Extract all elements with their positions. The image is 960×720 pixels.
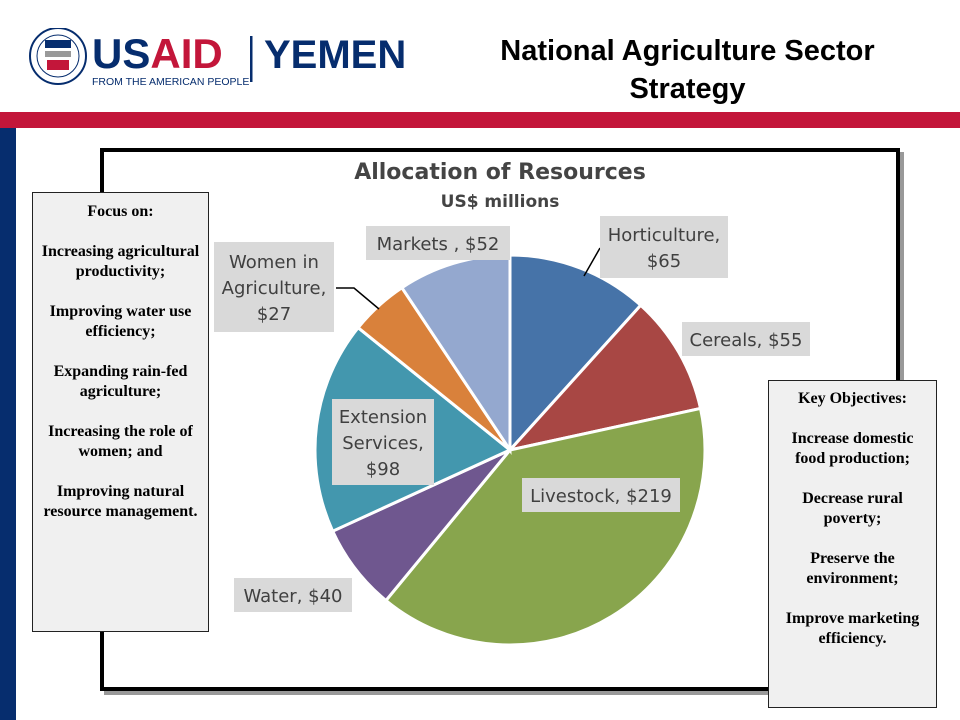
page-title: National Agriculture Sector Strategy [500, 35, 875, 105]
focus-heading: Focus on: [87, 203, 154, 220]
data-label: $65 [647, 251, 681, 272]
blue-stripe [0, 128, 16, 720]
pie-chart: Allocation of Resources US$ millions Hor… [214, 160, 810, 647]
usaid-yemen-logo: USAID FROM THE AMERICAN PEOPLE YEMEN [29, 28, 406, 88]
chart-title: Allocation of Resources [354, 160, 646, 185]
data-label: Horticulture, [608, 225, 721, 246]
data-label: Livestock, $219 [530, 486, 672, 507]
pie-slice-horticulture [508, 253, 643, 454]
header: USAID FROM THE AMERICAN PEOPLE YEMEN Nat… [0, 0, 960, 112]
focus-item: Increasing the role of women; and [48, 423, 193, 460]
pie-slice-cereals [505, 303, 703, 453]
data-label-box [332, 399, 434, 485]
leader-line [583, 247, 601, 277]
focus-item: Improving water use efficiency; [49, 303, 192, 340]
svg-text:FROM THE AMERICAN PEOPLE: FROM THE AMERICAN PEOPLE [92, 76, 249, 88]
focus-item: Increasing agricultural productivity; [41, 243, 200, 280]
pie-slice-livestock [383, 406, 707, 647]
data-label: Agriculture, [222, 278, 327, 299]
chart-frame: Allocation of Resources US$ millions Hor… [100, 148, 900, 691]
data-label: $27 [257, 304, 291, 325]
objectives-heading: Key Objectives: [798, 390, 907, 407]
objective-item: Decrease rural poverty; [802, 490, 903, 527]
focus-item: Improving natural resource management. [43, 483, 198, 520]
data-label: Cereals, $55 [690, 330, 803, 351]
focus-item: Expanding rain-fed agriculture; [53, 363, 188, 400]
red-band [0, 112, 960, 128]
data-label-box [522, 478, 680, 512]
data-label-box [214, 242, 334, 332]
focus-box: Focus on: Increasing agricultural produc… [32, 192, 209, 632]
chart-subtitle: US$ millions [441, 192, 560, 212]
data-label-box [682, 322, 810, 356]
data-label: $98 [366, 459, 400, 480]
objective-item: Improve marketing efficiency. [785, 610, 920, 647]
leader-line [336, 287, 380, 310]
data-label-box [600, 216, 728, 278]
svg-text:YEMEN: YEMEN [264, 33, 406, 77]
data-label-box [234, 578, 352, 612]
data-label-box [366, 226, 510, 260]
data-label: Water, $40 [243, 586, 342, 607]
data-label: Markets , $52 [377, 234, 500, 255]
objective-item: Increase domestic food production; [791, 430, 914, 467]
data-label: Women in [229, 252, 319, 273]
data-label: Extension [339, 407, 427, 428]
objective-item: Preserve the environment; [806, 550, 899, 587]
data-label: Services, [342, 433, 424, 454]
objectives-box: Key Objectives: Increase domestic food p… [768, 380, 937, 708]
usaid-wordmark: USAID [92, 30, 223, 77]
